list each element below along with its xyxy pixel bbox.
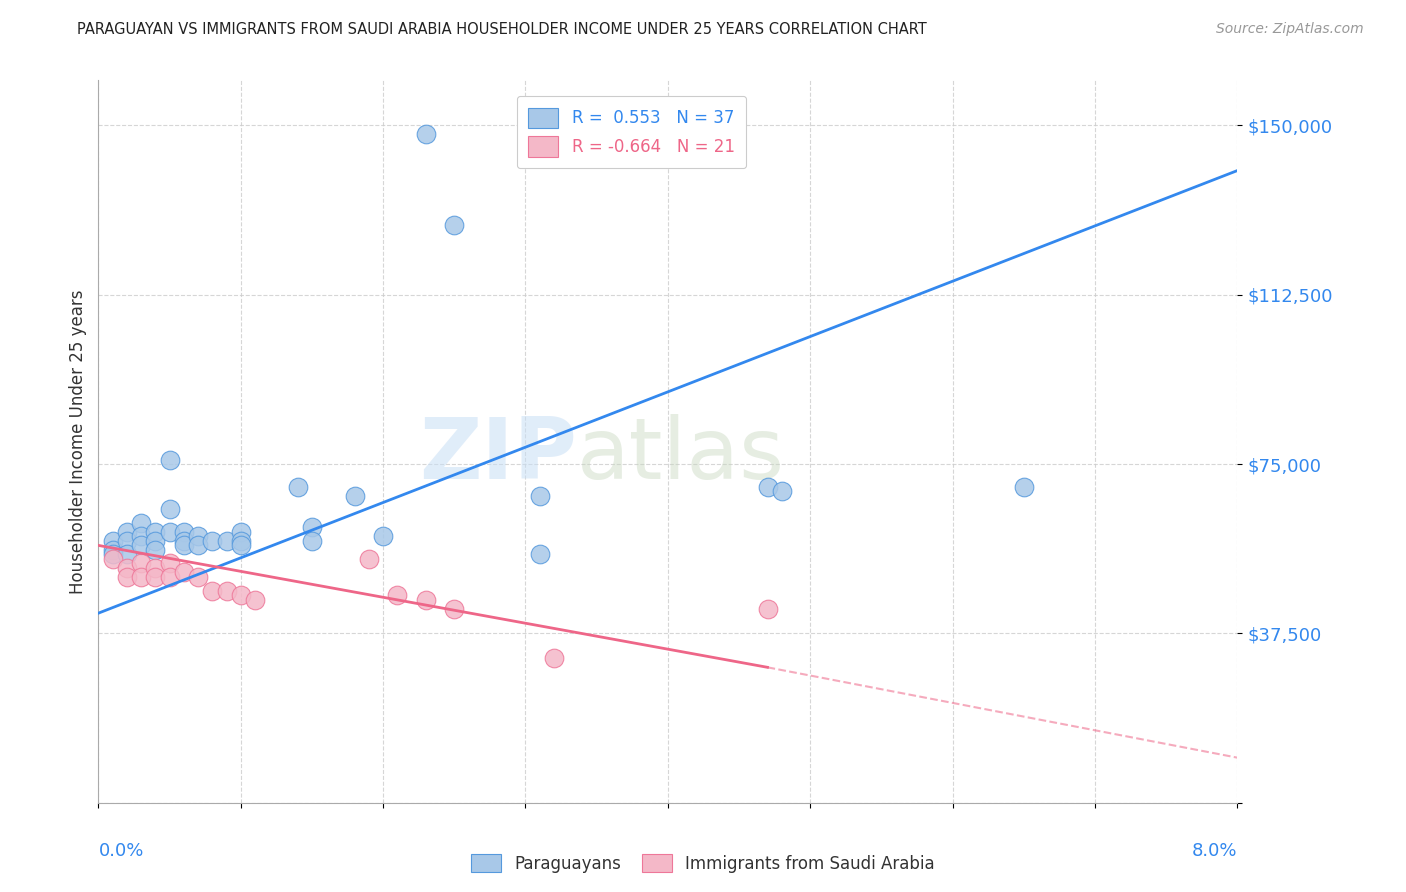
Point (287, 480, 309, 494)
Point (343, 489, 366, 503)
Point (159, 502, 181, 516)
Point (115, 548, 138, 562)
Text: Source: ZipAtlas.com: Source: ZipAtlas.com (1216, 22, 1364, 37)
Point (129, 529, 152, 543)
Point (187, 570, 209, 584)
Point (115, 533, 138, 548)
Point (159, 452, 181, 467)
Point (145, 533, 167, 548)
Point (756, 601, 779, 615)
Point (229, 588, 252, 602)
Point (129, 538, 152, 552)
Point (243, 592, 266, 607)
Point (159, 570, 181, 584)
Point (187, 529, 209, 543)
Text: PARAGUAYAN VS IMMIGRANTS FROM SAUDI ARABIA HOUSEHOLDER INCOME UNDER 25 YEARS COR: PARAGUAYAN VS IMMIGRANTS FROM SAUDI ARAB… (77, 22, 927, 37)
Point (145, 570, 167, 584)
Point (301, 520, 323, 534)
Point (173, 538, 195, 552)
Point (443, 601, 465, 615)
Text: ZIP: ZIP (419, 415, 576, 498)
Point (543, 651, 565, 665)
Point (229, 533, 252, 548)
Point (145, 524, 167, 539)
Point (770, 484, 793, 499)
Point (101, 548, 124, 562)
Point (129, 516, 152, 530)
Point (115, 524, 138, 539)
Point (173, 566, 195, 580)
Point (415, 592, 437, 607)
Point (215, 533, 238, 548)
Point (187, 538, 209, 552)
Point (387, 588, 409, 602)
Point (301, 533, 323, 548)
Point (201, 533, 224, 548)
Point (129, 557, 152, 571)
Point (357, 552, 380, 566)
Point (415, 128, 437, 142)
Text: 0.0%: 0.0% (98, 842, 143, 860)
Point (371, 529, 394, 543)
Point (101, 552, 124, 566)
Point (529, 489, 551, 503)
Text: 8.0%: 8.0% (1192, 842, 1237, 860)
Y-axis label: Householder Income Under 25 years: Householder Income Under 25 years (69, 289, 87, 594)
Point (159, 557, 181, 571)
Point (229, 538, 252, 552)
Point (173, 533, 195, 548)
Point (145, 542, 167, 557)
Point (756, 480, 779, 494)
Point (215, 583, 238, 598)
Point (201, 583, 224, 598)
Point (129, 570, 152, 584)
Point (229, 524, 252, 539)
Point (115, 561, 138, 575)
Point (529, 548, 551, 562)
Text: atlas: atlas (576, 415, 785, 498)
Point (145, 561, 167, 575)
Legend: Paraguayans, Immigrants from Saudi Arabia: Paraguayans, Immigrants from Saudi Arabi… (465, 847, 941, 880)
Point (443, 218, 465, 232)
Point (115, 570, 138, 584)
Point (101, 533, 124, 548)
Legend: R =  0.553   N = 37, R = -0.664   N = 21: R = 0.553 N = 37, R = -0.664 N = 21 (517, 95, 747, 169)
Point (159, 524, 181, 539)
Point (1012, 480, 1035, 494)
Point (173, 524, 195, 539)
Point (101, 542, 124, 557)
